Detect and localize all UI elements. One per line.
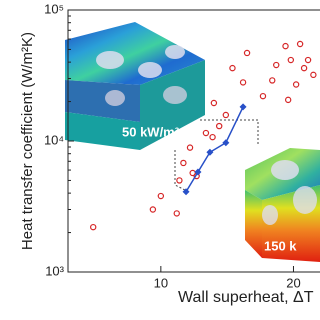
- diamond-marker: [222, 139, 230, 147]
- circle-marker: [215, 122, 223, 130]
- x-tick-label: 20: [286, 275, 300, 290]
- circle-marker: [259, 92, 267, 100]
- y-tick-label: 10⁵: [44, 1, 64, 16]
- circle-marker: [186, 144, 194, 151]
- circle-marker: [149, 206, 157, 213]
- circle-marker: [176, 177, 183, 184]
- bubble: [96, 51, 124, 69]
- circle-marker: [300, 64, 308, 72]
- connector: [174, 150, 186, 191]
- inset-150: 150 k: [245, 148, 320, 262]
- bubble: [165, 45, 185, 59]
- inset-label: 50 kW/m²: [122, 124, 180, 139]
- bubble: [262, 205, 278, 225]
- x-axis-label: Wall superheat, ΔT: [178, 289, 314, 306]
- circle-marker: [273, 61, 280, 69]
- circle-marker: [222, 111, 230, 119]
- inset-top: [65, 22, 205, 85]
- circle-marker: [209, 133, 216, 141]
- bubble: [105, 90, 125, 106]
- circle-marker: [304, 56, 312, 64]
- bubble: [293, 186, 317, 214]
- circle-marker: [189, 169, 196, 177]
- circle-marker: [157, 192, 165, 200]
- circle-marker: [173, 210, 180, 217]
- circle-marker: [89, 223, 97, 231]
- y-axis-label: Heat transfer coefficient (W/m²K): [19, 32, 36, 250]
- inset-base: [65, 112, 140, 150]
- x-tick-label: 10: [154, 275, 168, 290]
- circle-marker: [292, 81, 300, 88]
- diamond-marker: [206, 148, 214, 156]
- circle-marker: [210, 99, 218, 107]
- circle-marker: [202, 129, 210, 137]
- circle-marker: [180, 159, 187, 167]
- circle-marker: [229, 64, 236, 72]
- bubble: [163, 86, 187, 104]
- circle-marker: [269, 77, 276, 84]
- bubble: [271, 160, 299, 180]
- inset-label: 150 k: [264, 238, 297, 253]
- inset-50: 50 kW/m²: [65, 22, 259, 191]
- circle-marker: [287, 56, 295, 64]
- connector: [200, 119, 259, 145]
- diamond-marker: [239, 103, 247, 111]
- bubble: [138, 62, 162, 78]
- inset-front: [245, 190, 262, 258]
- diamond-marker: [182, 188, 190, 196]
- y-tick-label: 10³: [45, 263, 64, 278]
- circle-marker: [243, 49, 251, 57]
- circle-marker: [296, 40, 304, 48]
- circle-marker: [239, 79, 247, 86]
- y-tick-label: 10⁴: [44, 132, 64, 147]
- circle-marker: [310, 71, 317, 79]
- inset-side: [140, 60, 205, 150]
- circle-marker: [282, 42, 289, 50]
- diamond-marker: [194, 168, 202, 176]
- circle-marker: [284, 96, 292, 104]
- inset-front: [65, 80, 140, 122]
